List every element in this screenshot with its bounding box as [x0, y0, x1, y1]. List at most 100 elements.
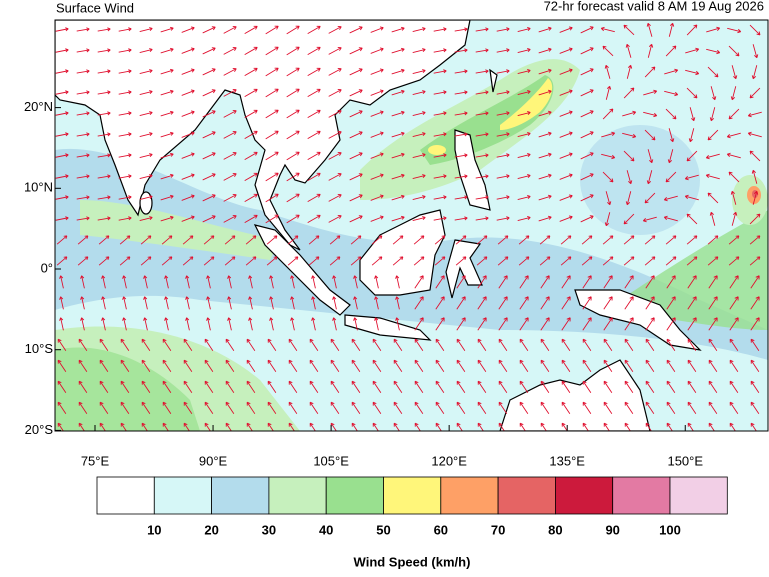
- wind-arrow: [246, 380, 256, 394]
- wind-arrow: [185, 275, 190, 289]
- wind-arrow: [59, 296, 64, 310]
- wind-arrow: [752, 190, 759, 205]
- wind-arrow: [603, 296, 613, 310]
- wind-arrow: [248, 275, 253, 289]
- wind-arrow: [729, 317, 739, 331]
- wind-arrow: [97, 111, 111, 116]
- wind-arrow: [517, 216, 531, 221]
- wind-arrow: [349, 68, 363, 76]
- wind-arrow: [624, 380, 634, 394]
- wind-arrow: [476, 256, 488, 266]
- wind-arrow: [582, 422, 589, 431]
- wind-arrow: [202, 131, 216, 139]
- wind-arrow: [726, 132, 741, 139]
- wind-arrow: [667, 149, 674, 164]
- wind-arrow: [625, 43, 632, 58]
- wind-arrow: [202, 173, 216, 181]
- wind-arrow: [370, 194, 384, 201]
- wind-arrow: [666, 296, 676, 310]
- wind-arrow: [602, 235, 614, 245]
- wind-arrow: [288, 380, 298, 394]
- wind-arrow: [497, 235, 509, 245]
- wind-arrow: [600, 26, 615, 33]
- wind-arrow: [456, 275, 466, 289]
- wind-arrow: [328, 47, 342, 55]
- wind-arrow: [517, 48, 531, 53]
- wind-arrow: [728, 45, 740, 57]
- wind-arrow: [223, 194, 237, 202]
- wind-arrow: [224, 256, 236, 266]
- wind-arrow: [685, 69, 700, 76]
- wind-arrow: [265, 172, 279, 182]
- wind-arrow: [181, 173, 195, 180]
- wind-arrow: [435, 380, 445, 394]
- wind-arrow: [290, 275, 295, 289]
- colorbar: 10 20 30 40 50 60 70 80 90 100: [96, 476, 728, 537]
- wind-arrow: [749, 256, 761, 266]
- wind-arrow: [433, 69, 447, 74]
- wind-arrow: [141, 359, 151, 373]
- wind-arrow: [265, 88, 279, 98]
- wind-arrow: [99, 338, 109, 352]
- wind-arrow: [750, 359, 760, 373]
- wind-arrow: [391, 215, 405, 222]
- wind-arrow: [475, 90, 489, 95]
- wind-arrow: [118, 111, 132, 116]
- wind-arrow: [162, 422, 169, 431]
- wind-arrow: [349, 89, 363, 97]
- wind-arrow: [99, 422, 106, 431]
- wind-arrow: [729, 296, 739, 310]
- wind-arrow: [329, 235, 341, 245]
- x-tick-label: 105°E: [313, 453, 349, 468]
- wind-arrow: [687, 338, 697, 352]
- wind-arrow: [80, 296, 85, 310]
- wind-arrow: [750, 296, 760, 310]
- y-tick-label: 20°N: [24, 99, 53, 114]
- wind-arrow: [181, 131, 195, 138]
- wind-arrow: [162, 380, 172, 394]
- wind-arrow: [120, 380, 130, 394]
- wind-arrow: [160, 89, 174, 96]
- wind-arrow: [414, 359, 424, 373]
- wind-arrow: [160, 26, 174, 33]
- wind-arrow: [101, 296, 106, 310]
- wind-arrow: [496, 153, 510, 158]
- wind-arrow: [204, 359, 214, 373]
- wind-arrow: [80, 275, 85, 289]
- wind-arrow: [434, 235, 446, 245]
- wind-arrow: [435, 359, 445, 373]
- wind-arrow: [665, 256, 677, 266]
- wind-arrow: [686, 213, 698, 225]
- wind-arrow: [393, 338, 403, 352]
- land: [489, 68, 498, 93]
- wind-arrow: [751, 169, 758, 184]
- wind-arrow: [538, 68, 552, 75]
- wind-arrow: [561, 380, 571, 394]
- wind-arrow: [223, 110, 237, 118]
- colorbar-label: 10: [147, 522, 161, 537]
- wind-arrow: [204, 380, 214, 394]
- wind-arrow: [477, 422, 484, 431]
- wind-arrow: [330, 338, 340, 352]
- wind-arrow: [496, 90, 510, 95]
- wind-arrow: [688, 128, 695, 143]
- wind-arrow: [663, 215, 678, 222]
- wind-arrow: [265, 46, 279, 56]
- wind-arrow: [475, 153, 489, 158]
- wind-arrow: [624, 422, 631, 431]
- wind-arrow: [454, 174, 468, 179]
- wind-arrow: [139, 174, 153, 179]
- wind-arrow: [414, 401, 424, 415]
- wind-arrow: [76, 132, 90, 137]
- wind-arrow: [118, 174, 132, 179]
- wind-arrow: [76, 90, 90, 95]
- wind-arrow: [665, 45, 677, 57]
- wind-arrow: [141, 338, 151, 352]
- wind-arrow: [287, 256, 299, 266]
- wind-arrow: [496, 27, 510, 32]
- wind-arrow: [707, 66, 719, 78]
- wind-arrow: [626, 170, 633, 185]
- land: [55, 20, 471, 251]
- wind-arrow: [728, 256, 740, 266]
- y-tick-label: 10°N: [24, 180, 53, 195]
